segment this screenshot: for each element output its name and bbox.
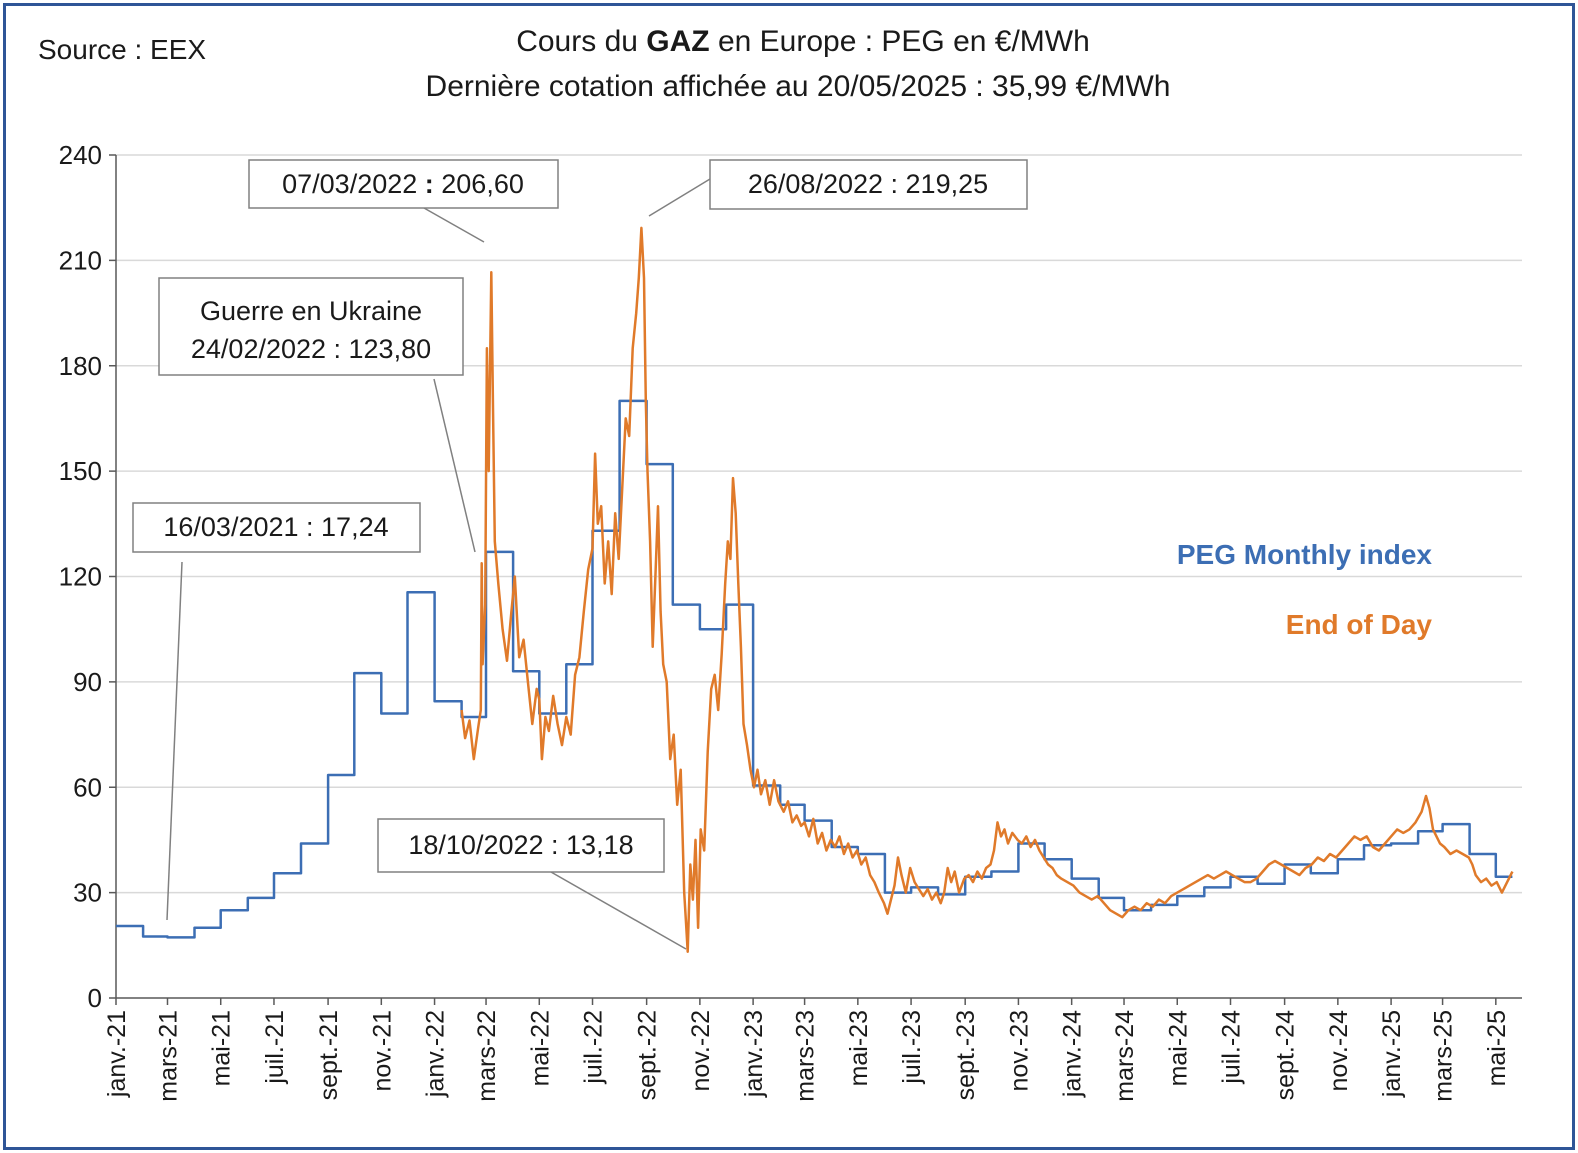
legend-eod: End of Day — [1286, 609, 1433, 640]
chart-frame: Source : EEX Cours du GAZ en Europe : PE… — [3, 3, 1575, 1150]
annotation-a4-date: 26/08/2022 — [748, 169, 883, 199]
x-tick-label-19: mars-24 — [1111, 1010, 1139, 1102]
annotation-a4: 26/08/2022 : 219,25 — [709, 159, 1028, 210]
x-tick-label-9: juil.-22 — [580, 1010, 608, 1085]
annotation-a3-sep: : — [417, 169, 441, 199]
annotation-a5-leader — [550, 871, 687, 950]
chart-subtitle: Dernière cotation affichée au 20/05/2025… — [426, 70, 1171, 103]
series-lines — [116, 226, 1514, 953]
annotation-a5-box — [377, 818, 665, 873]
x-tick-label-25: mars-25 — [1430, 1010, 1458, 1102]
annotation-a3-date: 07/03/2022 — [282, 169, 417, 199]
y-tick-label-180: 180 — [59, 351, 102, 381]
annotation-a4-value: 219,25 — [906, 169, 989, 199]
x-tick-label-26: mai-25 — [1483, 1010, 1511, 1086]
legend-monthly: PEG Monthly index — [1177, 539, 1433, 570]
annotation-a3-value: 206,60 — [441, 169, 524, 199]
x-tick-label-7: mars-22 — [473, 1010, 501, 1102]
x-tick-label-5: nov.-21 — [368, 1010, 396, 1092]
x-tick-label-4: sept.-21 — [315, 1010, 343, 1100]
title-suffix: en Europe : PEG en €/MWh — [710, 25, 1090, 58]
y-tick-label-210: 210 — [59, 245, 102, 275]
series-line-monthly — [116, 399, 1513, 939]
annotation-a2-line1: Guerre en Ukraine — [200, 296, 422, 326]
title-bold: GAZ — [646, 25, 709, 58]
x-tick-label-2: mai-21 — [208, 1010, 236, 1086]
x-tick-label-15: juil.-23 — [898, 1010, 926, 1085]
annotation-a5-text: 18/10/2022 : 13,18 — [408, 830, 633, 860]
annotation-a1: 16/03/2021 : 17,24 — [132, 502, 421, 553]
annotation-a4-box — [709, 159, 1028, 210]
title-prefix: Cours du — [516, 25, 646, 58]
y-tick-label-90: 90 — [73, 667, 102, 697]
annotation-a4-sep: : — [883, 169, 906, 199]
annotation-a3-text: 07/03/2022 : 206,60 — [282, 169, 524, 199]
x-tick-label-3: juil.-21 — [261, 1010, 289, 1085]
x-tick-label-14: mai-23 — [845, 1010, 873, 1086]
y-tick-label-240: 240 — [59, 140, 102, 170]
x-tick-label-23: nov.-24 — [1325, 1010, 1353, 1092]
annotation-a1-box — [132, 502, 421, 553]
y-tick-label-60: 60 — [73, 772, 102, 802]
annotation-a1-date: 16/03/2021 — [163, 512, 298, 542]
chart-svg: Source : EEX Cours du GAZ en Europe : PE… — [38, 25, 1522, 1102]
series-line-eod — [460, 226, 1514, 953]
x-tick-label-10: sept.-22 — [634, 1010, 662, 1100]
x-tick-label-8: mai-22 — [526, 1010, 554, 1086]
annotation-a2: Guerre en Ukraine 24/02/2022 : 123,80 — [158, 277, 464, 376]
annotation-a1-text: 16/03/2021 : 17,24 — [163, 512, 388, 542]
annotation-a5-date: 18/10/2022 — [408, 830, 543, 860]
annotation-a3-box — [248, 159, 559, 209]
annotation-a3-leader — [423, 207, 485, 243]
annotation-a5-value: 13,18 — [566, 830, 634, 860]
x-tick-label-17: nov.-23 — [1005, 1010, 1033, 1092]
annotation-a5: 18/10/2022 : 13,18 — [377, 818, 665, 873]
y-axis-ticks: 0 30 60 90 120 150 180 210 240 — [59, 140, 116, 1013]
annotation-a3: 07/03/2022 : 206,60 — [248, 159, 559, 209]
annotation-a1-sep: : — [299, 512, 322, 542]
y-tick-label-120: 120 — [59, 562, 102, 592]
annotation-a4-leader — [648, 178, 711, 217]
annotation-a4-text: 26/08/2022 : 219,25 — [748, 169, 988, 199]
y-tick-label-30: 30 — [73, 878, 102, 908]
annotation-a1-leader — [166, 561, 183, 921]
x-axis-ticks: janv.-21 mars-21 mai-21 juil.-21 sept.-21 nov… — [103, 998, 1511, 1102]
annotation-a2-line2: 24/02/2022 : 123,80 — [191, 334, 431, 364]
annotation-a2-leader — [433, 378, 476, 553]
x-tick-label-12: janv.-23 — [740, 1010, 768, 1098]
x-tick-label-11: nov.-22 — [687, 1010, 715, 1092]
annotation-a1-value: 17,24 — [321, 512, 389, 542]
y-tick-label-0: 0 — [88, 983, 102, 1013]
x-tick-label-22: sept.-24 — [1272, 1010, 1300, 1100]
x-tick-label-21: juil.-24 — [1218, 1010, 1246, 1085]
x-tick-label-18: janv.-24 — [1059, 1010, 1087, 1098]
source-label: Source : EEX — [38, 34, 206, 65]
x-tick-label-24: janv.-25 — [1378, 1010, 1406, 1098]
x-tick-label-6: janv.-22 — [422, 1010, 450, 1098]
x-tick-label-1: mars-21 — [154, 1010, 182, 1102]
x-tick-label-13: mars-23 — [792, 1010, 820, 1102]
annotation-a2-box — [158, 277, 464, 376]
x-tick-label-0: janv.-21 — [103, 1010, 131, 1098]
y-tick-label-150: 150 — [59, 456, 102, 486]
chart-title: Cours du GAZ en Europe : PEG en €/MWh — [516, 25, 1090, 58]
x-tick-label-20: mai-24 — [1164, 1010, 1192, 1087]
x-tick-label-16: sept.-23 — [952, 1010, 980, 1100]
annotation-a5-sep: : — [544, 830, 567, 860]
